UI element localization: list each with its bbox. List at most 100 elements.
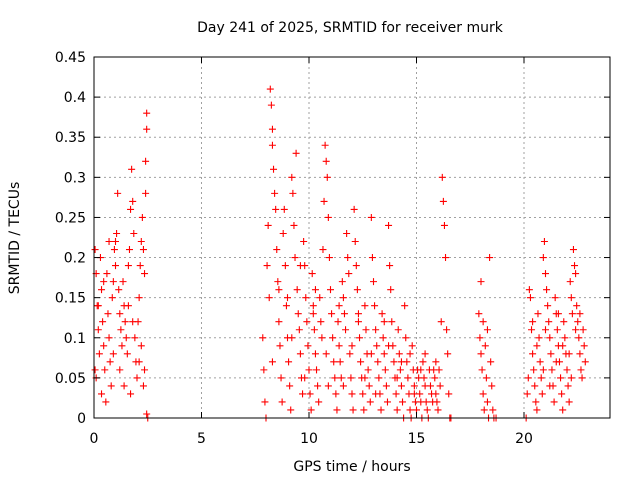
data-point <box>94 326 102 334</box>
data-point <box>439 197 447 205</box>
data-point <box>344 254 352 262</box>
plot-frame <box>93 56 611 419</box>
data-point <box>559 406 567 414</box>
data-point <box>324 382 332 390</box>
y-tick-label: 0.15 <box>55 291 86 307</box>
data-point <box>137 342 145 350</box>
y-tick-label: 0 <box>77 411 86 427</box>
data-point <box>572 326 580 334</box>
data-point <box>563 366 571 374</box>
data-point <box>299 390 307 398</box>
data-point <box>112 238 119 246</box>
y-tick-label: 0.4 <box>64 90 86 106</box>
data-point <box>421 350 429 358</box>
data-point <box>273 246 281 254</box>
data-point <box>117 326 125 334</box>
data-point <box>316 294 324 302</box>
data-point <box>260 366 268 374</box>
data-point <box>122 334 130 342</box>
data-point <box>308 270 316 278</box>
y-tick-label: 0.05 <box>55 371 86 387</box>
data-point <box>533 342 541 350</box>
data-point <box>268 141 276 149</box>
data-point <box>137 238 145 246</box>
data-point <box>576 350 584 358</box>
data-point <box>347 374 355 382</box>
data-point <box>353 286 361 294</box>
data-point <box>401 302 409 310</box>
data-point <box>102 398 110 406</box>
data-point <box>394 326 402 334</box>
x-tick-label: 15 <box>408 431 426 447</box>
data-point <box>121 318 129 326</box>
data-point <box>410 390 418 398</box>
data-point <box>290 221 298 229</box>
data-point <box>578 374 586 382</box>
data-point <box>475 310 483 318</box>
data-point <box>127 390 135 398</box>
data-point <box>574 318 582 326</box>
data-point <box>543 286 551 294</box>
data-point <box>374 358 382 366</box>
data-point <box>392 390 400 398</box>
x-tick-label: 5 <box>197 431 206 447</box>
data-point <box>300 238 308 246</box>
data-point <box>129 318 137 326</box>
data-point <box>142 157 150 165</box>
data-point <box>270 165 278 173</box>
data-point <box>109 350 117 358</box>
data-point <box>523 390 531 398</box>
data-point <box>483 326 491 334</box>
data-point <box>100 278 108 286</box>
data-point <box>361 374 369 382</box>
data-point <box>115 286 123 294</box>
data-point <box>487 358 495 366</box>
data-point <box>534 310 542 318</box>
data-point <box>110 246 118 254</box>
data-point <box>437 318 445 326</box>
data-point <box>287 406 295 414</box>
data-point <box>482 374 490 382</box>
data-point <box>328 310 336 318</box>
data-point <box>571 262 579 270</box>
data-point <box>296 350 304 358</box>
data-point <box>277 374 285 382</box>
data-point <box>486 254 494 262</box>
data-point <box>310 326 318 334</box>
data-points <box>91 85 589 422</box>
data-point <box>540 238 548 246</box>
data-point <box>387 286 395 294</box>
y-tick-label: 0.3 <box>64 170 86 186</box>
data-point <box>329 334 337 342</box>
data-point <box>271 189 279 197</box>
y-tick-label: 0.2 <box>64 251 86 267</box>
data-point <box>440 221 448 229</box>
axes: 0 0.05 0.1 0.15 0.2 0.25 0.3 0.35 0.4 0.45 0 5 10 15 2… <box>55 50 610 447</box>
data-point <box>383 398 391 406</box>
data-point <box>488 382 496 390</box>
data-point <box>112 262 119 270</box>
y-tick-label: 0.25 <box>55 210 86 226</box>
x-tick-label: 0 <box>90 431 99 447</box>
data-point <box>565 350 573 358</box>
data-point <box>276 342 284 350</box>
data-point <box>339 294 347 302</box>
data-point <box>364 366 372 374</box>
data-point <box>378 310 386 318</box>
data-point <box>351 238 359 246</box>
data-point <box>266 85 274 93</box>
data-point <box>118 342 126 350</box>
data-point <box>139 382 147 390</box>
data-point <box>368 254 376 262</box>
data-point <box>288 173 296 181</box>
data-point <box>98 286 106 294</box>
data-point <box>423 406 431 414</box>
data-point <box>558 390 566 398</box>
data-point <box>289 189 297 197</box>
data-point <box>382 382 390 390</box>
data-point <box>98 390 106 398</box>
data-point <box>281 262 289 270</box>
data-point <box>350 205 358 213</box>
data-point <box>318 334 326 342</box>
data-point <box>478 366 486 374</box>
